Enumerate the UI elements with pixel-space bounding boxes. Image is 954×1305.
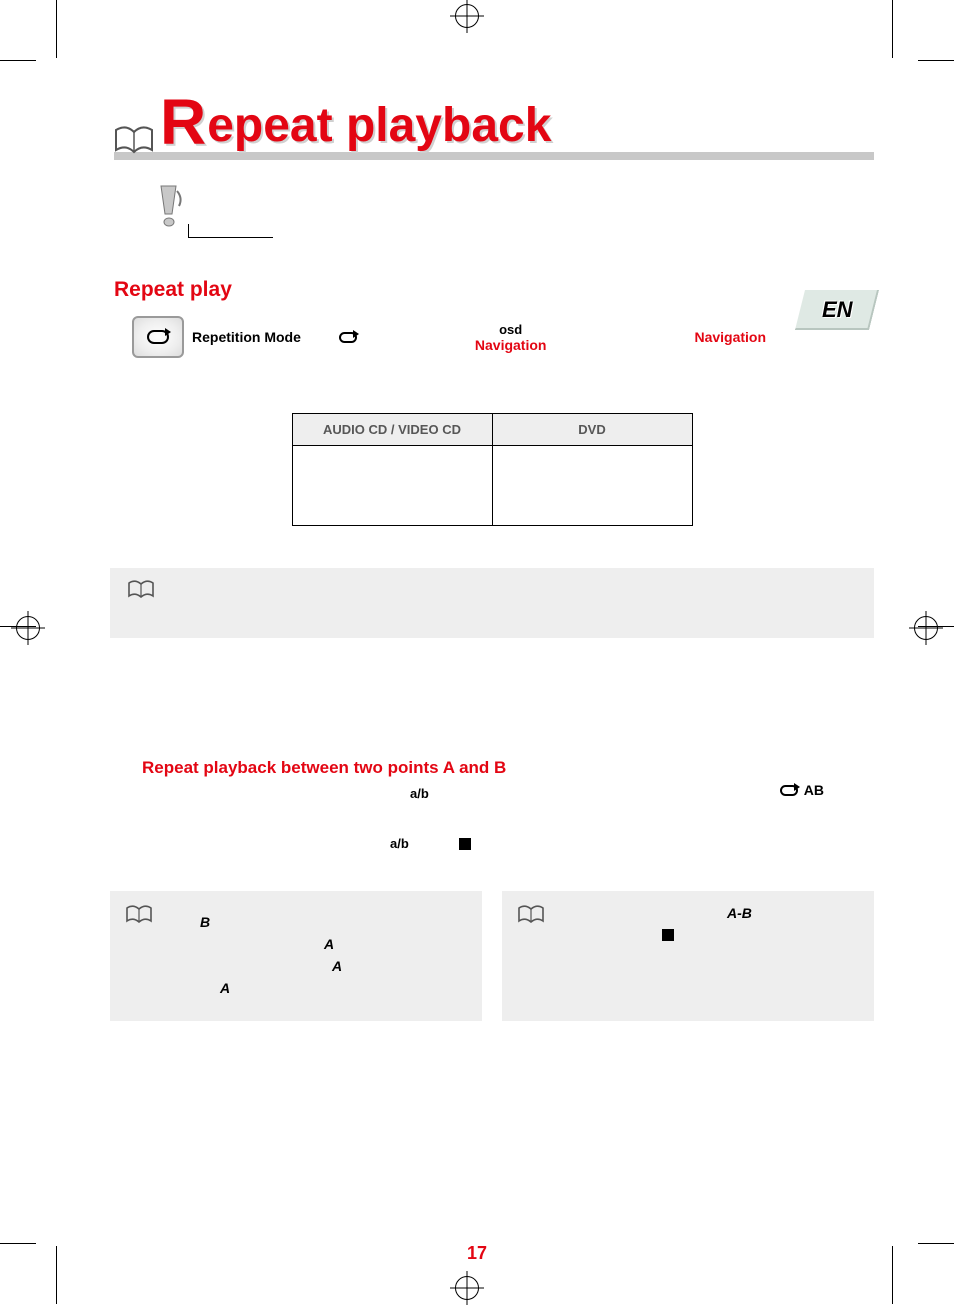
- navigation-label-right: Navigation: [694, 329, 766, 345]
- registration-mark-icon: [16, 616, 40, 640]
- note-letter-a: A: [332, 958, 342, 974]
- ab-label-2: a/b: [390, 836, 409, 851]
- osd-top: osd: [475, 322, 547, 337]
- registration-mark-icon: [914, 616, 938, 640]
- crop-mark: [56, 0, 57, 58]
- crop-mark: [0, 60, 36, 61]
- note-letter-b: B: [200, 914, 210, 930]
- remote-repeat-button: [132, 316, 184, 358]
- title-underline: [114, 152, 874, 160]
- osd-navigation-label: osd Navigation: [475, 322, 547, 353]
- crop-mark: [892, 0, 893, 58]
- repeat-play-row: Repetition Mode osd Navigation Navigatio…: [110, 316, 874, 358]
- table-cell-dvd: [492, 446, 692, 526]
- note-letter-a: A: [324, 936, 334, 952]
- ab-symbol-text: AB: [804, 782, 824, 798]
- page-content: R epeat playback EN Repeat play Repetiti…: [110, 90, 874, 1224]
- registration-mark-icon: [455, 4, 479, 28]
- repeat-modes-table: AUDIO CD / VIDEO CD DVD: [292, 413, 693, 526]
- page-title-row: R epeat playback: [114, 90, 874, 154]
- attention-bracket: [140, 178, 270, 238]
- table-header-dvd: DVD: [492, 414, 692, 446]
- note-box-1: [110, 568, 874, 638]
- repeat-icon: [780, 785, 798, 796]
- repeat-icon: [147, 330, 169, 344]
- table-header-cd: AUDIO CD / VIDEO CD: [292, 414, 492, 446]
- section-heading-ab: Repeat playback between two points A and…: [142, 758, 874, 778]
- title-rest: epeat playback: [207, 102, 551, 150]
- remote-button-label: Repetition Mode: [192, 329, 301, 345]
- page-number: 17: [467, 1243, 487, 1264]
- osd-bottom: Navigation: [475, 337, 547, 353]
- language-badge-text: EN: [822, 297, 853, 323]
- table-cell-cd: [292, 446, 492, 526]
- registration-mark-icon: [455, 1276, 479, 1300]
- stop-icon: [662, 929, 674, 941]
- crop-mark: [892, 1246, 893, 1304]
- crop-mark: [0, 1243, 36, 1244]
- crop-mark: [56, 1246, 57, 1304]
- book-icon: [128, 580, 154, 598]
- book-icon: [114, 126, 154, 154]
- note-letter-a: A: [220, 980, 230, 996]
- note-right-ab: A-B: [727, 905, 752, 921]
- section-heading-repeat-play: Repeat play: [114, 278, 874, 302]
- title-cap: R: [160, 90, 207, 154]
- crop-mark: [918, 60, 954, 61]
- note-box-right: A-B: [502, 891, 874, 1021]
- language-badge: EN: [795, 290, 879, 330]
- ab-symbol: AB: [780, 782, 824, 798]
- crop-mark: [918, 1243, 954, 1244]
- book-icon: [518, 905, 544, 923]
- note-grid: B A A A A-B: [110, 891, 874, 1021]
- repeat-icon-small: [339, 332, 357, 343]
- stop-icon: [459, 838, 471, 850]
- note-box-left: B A A A: [110, 891, 482, 1021]
- ab-row-2: a/b: [390, 836, 874, 851]
- book-icon: [126, 905, 152, 923]
